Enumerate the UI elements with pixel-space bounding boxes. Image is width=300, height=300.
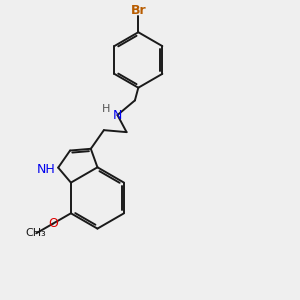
Text: CH₃: CH₃ [25,228,46,238]
Text: O: O [48,217,58,230]
Text: H: H [102,103,111,114]
Text: Br: Br [130,4,146,17]
Text: N: N [113,109,122,122]
Text: NH: NH [37,163,55,176]
